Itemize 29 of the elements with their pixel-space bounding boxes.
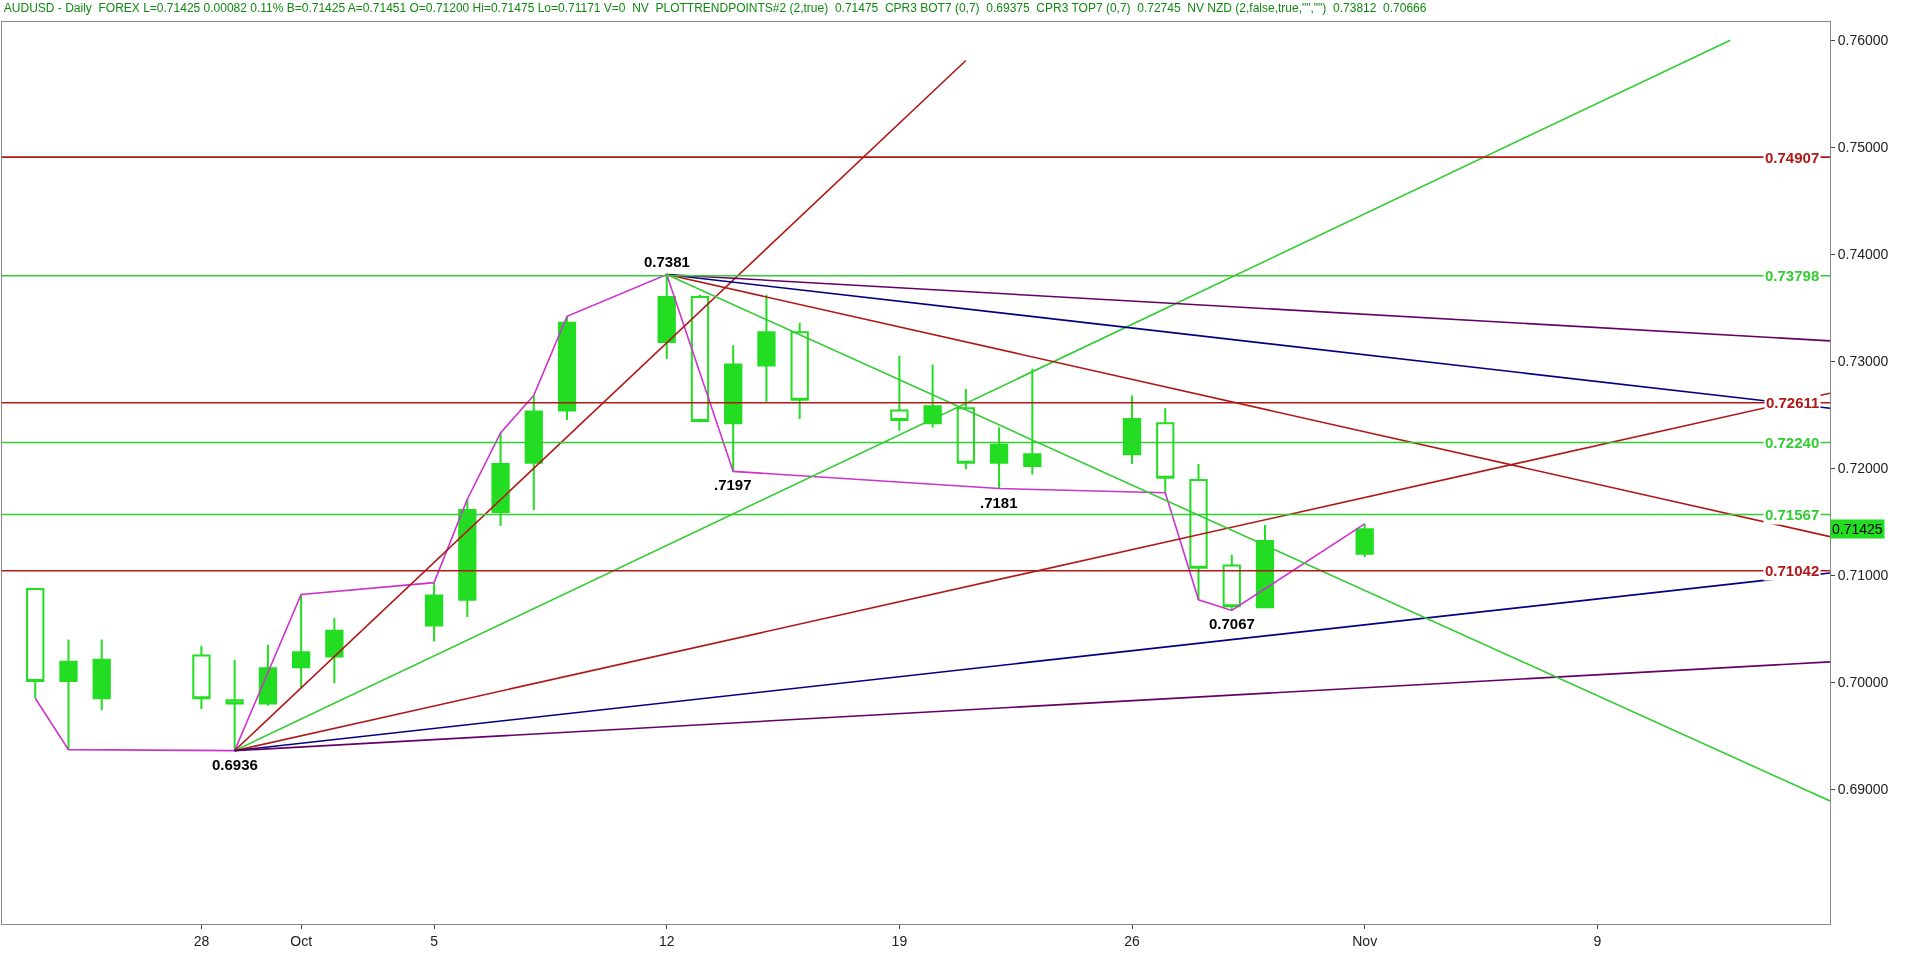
annotation: .7197 [714, 476, 752, 493]
y-tick-label: 0.72000 [1837, 460, 1889, 477]
ref-line-label: 0.74907 [1765, 149, 1820, 166]
ref-line-label: 0.73798 [1765, 267, 1820, 284]
annotation: 0.7381 [644, 253, 690, 270]
annotation: .7181 [980, 494, 1018, 511]
x-tick-label: 9 [1593, 932, 1602, 949]
ref-line-label: 0.72611 [1766, 394, 1820, 411]
chart-title: AUDUSD - Daily FOREX L=0.71425 0.00082 0.11% B=0.71425 A=0.71451 O=0.71200 Hi=0.71475 Lo=0.71171 V=0 NV PLOTTRENDPOINTS#2 (2,true) 0.71475 CPR3 BOT7 (0,7) 0.69375 CPR3 TOP7 (0,7) 0.72745 NV NZD (2,false,true,"","") 0.73812 0.70666 [3, 1, 1427, 16]
y-tick-label: 0.71000 [1837, 567, 1889, 584]
x-tick-label: Nov [1352, 932, 1378, 949]
text: 0.71425 [1832, 521, 1883, 537]
y-tick-label: 0.69000 [1837, 781, 1889, 798]
ref-line-label: 0.71567 [1765, 506, 1820, 523]
x-tick-label: 26 [1124, 932, 1141, 949]
x-tick-label: 19 [891, 932, 908, 949]
x-tick-label: 28 [193, 932, 210, 949]
annotation: 0.7067 [1209, 615, 1255, 632]
annotation: 0.6936 [212, 756, 258, 773]
ref-line-label: 0.72240 [1765, 434, 1820, 451]
x-tick-label: 5 [430, 932, 439, 949]
y-tick-label: 0.70000 [1837, 674, 1889, 691]
y-tick-label: 0.76000 [1837, 32, 1889, 49]
x-tick-label: 12 [658, 932, 675, 949]
y-tick-label: 0.75000 [1837, 139, 1889, 156]
y-tick-label: 0.73000 [1837, 353, 1889, 370]
x-tick-label: Oct [290, 932, 313, 949]
ref-line-label: 0.71042 [1765, 562, 1820, 579]
y-tick-label: 0.74000 [1837, 246, 1889, 263]
